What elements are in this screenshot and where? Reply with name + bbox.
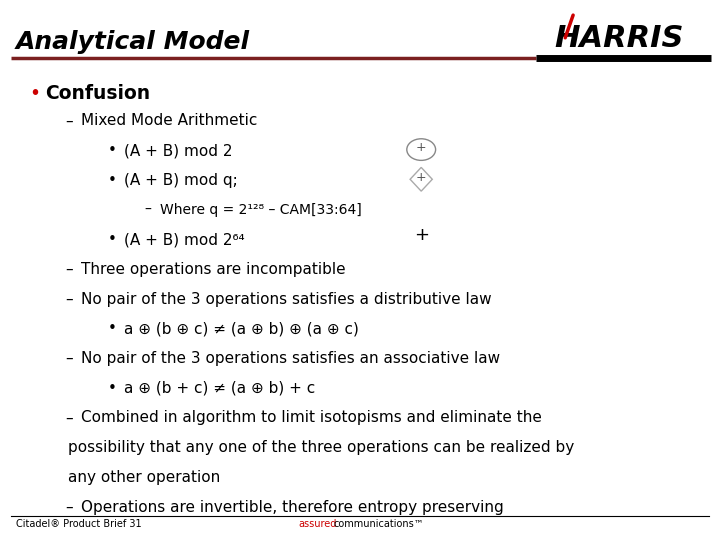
Text: –: – bbox=[65, 500, 73, 515]
Text: •: • bbox=[108, 143, 117, 158]
Text: +: + bbox=[416, 171, 426, 184]
Text: •: • bbox=[108, 232, 117, 247]
Text: –: – bbox=[65, 351, 73, 366]
Text: communications™: communications™ bbox=[333, 519, 424, 530]
Text: –: – bbox=[65, 410, 73, 426]
Text: –: – bbox=[65, 292, 73, 307]
Text: (A + B) mod q;: (A + B) mod q; bbox=[124, 173, 238, 188]
Text: •: • bbox=[108, 321, 117, 336]
Text: –: – bbox=[65, 113, 73, 129]
Text: –: – bbox=[65, 262, 73, 277]
Text: (A + B) mod 2: (A + B) mod 2 bbox=[124, 143, 233, 158]
Text: –: – bbox=[144, 202, 151, 217]
Text: +: + bbox=[414, 226, 428, 245]
Text: No pair of the 3 operations satisfies an associative law: No pair of the 3 operations satisfies an… bbox=[81, 351, 500, 366]
Text: Citadel® Product Brief 31: Citadel® Product Brief 31 bbox=[16, 519, 141, 530]
Text: Three operations are incompatible: Three operations are incompatible bbox=[81, 262, 346, 277]
Text: Analytical Model: Analytical Model bbox=[16, 30, 250, 53]
Text: assured: assured bbox=[299, 519, 337, 530]
Text: possibility that any one of the three operations can be realized by: possibility that any one of the three op… bbox=[29, 440, 574, 455]
Text: +: + bbox=[416, 141, 426, 154]
Text: a ⊕ (b + c) ≠ (a ⊕ b) + c: a ⊕ (b + c) ≠ (a ⊕ b) + c bbox=[124, 381, 315, 396]
Text: Operations are invertible, therefore entropy preserving: Operations are invertible, therefore ent… bbox=[81, 500, 503, 515]
Text: •: • bbox=[108, 381, 117, 396]
Text: Where q = 2¹²⁸ – CAM[33:64]: Where q = 2¹²⁸ – CAM[33:64] bbox=[160, 202, 361, 217]
Text: •: • bbox=[108, 173, 117, 188]
Text: •: • bbox=[29, 84, 40, 103]
Text: Confusion: Confusion bbox=[45, 84, 150, 103]
Text: No pair of the 3 operations satisfies a distributive law: No pair of the 3 operations satisfies a … bbox=[81, 292, 491, 307]
Text: any other operation: any other operation bbox=[29, 470, 220, 485]
Text: a ⊕ (b ⊕ c) ≠ (a ⊕ b) ⊕ (a ⊕ c): a ⊕ (b ⊕ c) ≠ (a ⊕ b) ⊕ (a ⊕ c) bbox=[124, 321, 359, 336]
Text: (A + B) mod 2⁶⁴: (A + B) mod 2⁶⁴ bbox=[124, 232, 245, 247]
Text: Mixed Mode Arithmetic: Mixed Mode Arithmetic bbox=[81, 113, 257, 129]
Text: HARRIS: HARRIS bbox=[554, 24, 684, 53]
Text: Combined in algorithm to limit isotopisms and eliminate the: Combined in algorithm to limit isotopism… bbox=[81, 410, 541, 426]
